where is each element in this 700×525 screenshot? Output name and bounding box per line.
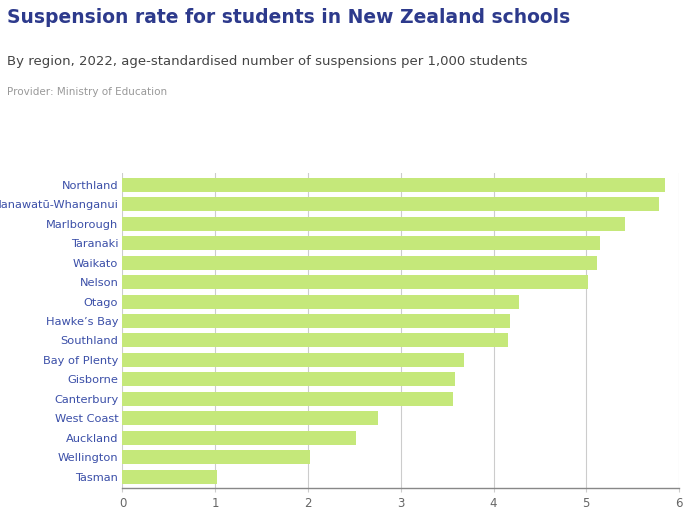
Bar <box>122 469 217 484</box>
Text: Suspension rate for students in New Zealand schools: Suspension rate for students in New Zeal… <box>7 8 570 27</box>
Bar <box>122 275 588 289</box>
Bar <box>122 333 508 348</box>
Bar <box>122 411 377 425</box>
Bar <box>122 372 454 386</box>
Bar <box>122 178 665 192</box>
Bar <box>122 450 310 464</box>
Bar <box>122 236 600 250</box>
Text: figure.nz: figure.nz <box>603 14 677 29</box>
Text: Provider: Ministry of Education: Provider: Ministry of Education <box>7 87 167 97</box>
Bar <box>122 314 510 328</box>
Bar <box>122 295 519 309</box>
Text: By region, 2022, age-standardised number of suspensions per 1,000 students: By region, 2022, age-standardised number… <box>7 55 528 68</box>
Bar <box>122 353 464 367</box>
Bar <box>122 430 356 445</box>
Bar <box>122 392 453 406</box>
Bar <box>122 197 659 212</box>
Bar <box>122 217 625 231</box>
Bar <box>122 256 597 270</box>
